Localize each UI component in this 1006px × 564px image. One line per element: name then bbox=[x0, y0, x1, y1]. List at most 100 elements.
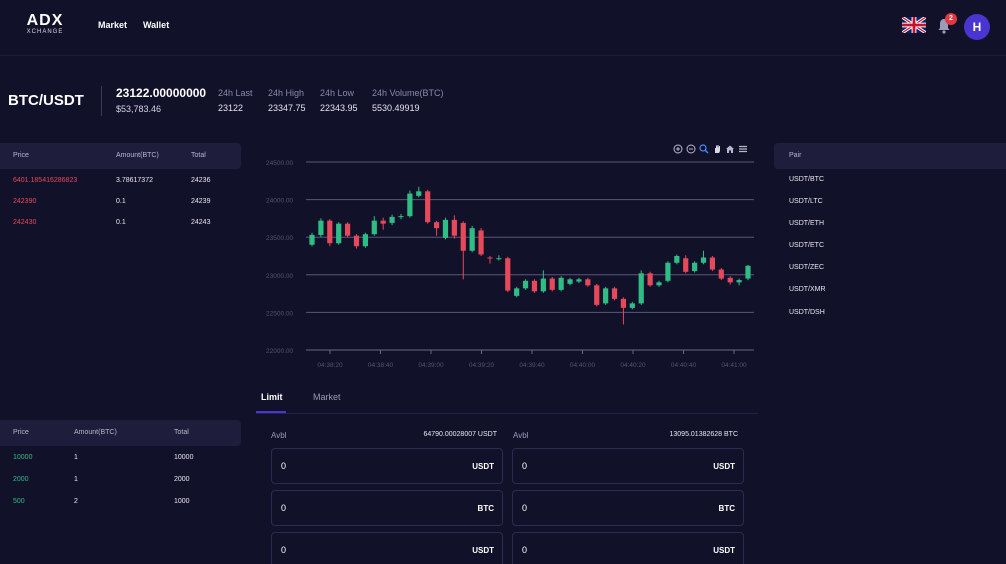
y-tick-label: 22500.00 bbox=[266, 310, 293, 317]
candle-body bbox=[336, 223, 342, 244]
candle-body bbox=[478, 230, 484, 255]
table-row[interactable]: 242390 0.1 24239 bbox=[0, 191, 241, 213]
col-price: Price bbox=[13, 152, 29, 159]
field-unit: USDT bbox=[713, 462, 735, 471]
menu-icon[interactable] bbox=[738, 144, 748, 154]
table-row[interactable]: 2000 1 2000 bbox=[0, 469, 241, 491]
candle-body bbox=[522, 280, 529, 289]
candle-body bbox=[629, 303, 635, 308]
candle-body bbox=[736, 280, 742, 283]
buy-avbl-label: Avbl bbox=[271, 431, 287, 440]
top-bar: ADX XCHANGE Market Wallet 2 H bbox=[0, 0, 1006, 56]
col-pair: Pair bbox=[789, 152, 802, 159]
row-price: 500 bbox=[13, 498, 25, 505]
x-tick-label: 04:40:40 bbox=[671, 362, 697, 369]
table-row[interactable]: 6401.185416286823 3.78617372 24236 bbox=[0, 170, 241, 192]
ticker-divider bbox=[101, 86, 102, 116]
pair-item-usdt-ltc[interactable]: USDT/LTC bbox=[789, 198, 823, 205]
stat-24h-volume: 24h Volume(BTC) 5530.49919 bbox=[372, 88, 444, 113]
candle-body bbox=[407, 193, 413, 217]
sell-avbl-label: Avbl bbox=[513, 431, 529, 440]
candle-body bbox=[700, 257, 707, 263]
buy-price-input[interactable]: 0 USDT bbox=[271, 448, 503, 484]
candle-body bbox=[620, 298, 627, 308]
candle-body bbox=[576, 279, 582, 282]
field-unit: USDT bbox=[713, 546, 735, 555]
active-tab-indicator bbox=[256, 411, 286, 413]
candle-body bbox=[442, 219, 449, 238]
uk-flag-icon[interactable] bbox=[902, 17, 926, 33]
avatar[interactable]: H bbox=[964, 14, 990, 40]
candle-body bbox=[496, 258, 502, 260]
stat-value: 5530.49919 bbox=[372, 103, 420, 113]
x-tick-label: 04:39:20 bbox=[469, 362, 495, 369]
field-value: 0 bbox=[281, 545, 287, 555]
row-total: 1000 bbox=[174, 498, 190, 505]
row-amount: 1 bbox=[74, 476, 78, 483]
row-total: 24236 bbox=[191, 177, 211, 184]
candle-body bbox=[656, 282, 662, 286]
stat-value: 23347.75 bbox=[268, 103, 306, 113]
stat-label: 24h Volume(BTC) bbox=[372, 88, 444, 98]
buy-book-header: Price Amount(BTC) Total bbox=[0, 420, 241, 446]
candle-body bbox=[380, 220, 386, 224]
notification-badge: 2 bbox=[945, 13, 957, 25]
candle-body bbox=[709, 257, 716, 270]
pair-list-header: Pair bbox=[774, 143, 1006, 169]
x-tick-label: 04:39:00 bbox=[418, 362, 444, 369]
logo[interactable]: ADX XCHANGE bbox=[22, 13, 68, 36]
zoom-in-icon[interactable] bbox=[673, 144, 683, 154]
table-row[interactable]: 10000 1 10000 bbox=[0, 447, 241, 469]
pair-item-usdt-eth[interactable]: USDT/ETH bbox=[789, 220, 824, 227]
candle-body bbox=[309, 234, 315, 245]
candle-body bbox=[718, 269, 724, 279]
row-total: 24239 bbox=[191, 198, 211, 205]
pair-item-usdt-etc[interactable]: USDT/ETC bbox=[789, 242, 824, 249]
col-amount: Amount(BTC) bbox=[116, 152, 159, 159]
pan-icon[interactable] bbox=[712, 144, 722, 154]
field-value: 0 bbox=[281, 503, 287, 513]
buy-total-input[interactable]: 0 USDT bbox=[271, 532, 503, 564]
field-unit: BTC bbox=[477, 504, 494, 513]
home-icon[interactable] bbox=[725, 144, 735, 154]
candlestick-chart[interactable]: 24500.00 24000.00 23500.00 23000.00 22500.00… bbox=[256, 140, 758, 372]
tab-market[interactable]: Market bbox=[313, 392, 341, 402]
candle-body bbox=[611, 288, 618, 299]
pair-item-usdt-zec[interactable]: USDT/ZEC bbox=[789, 264, 824, 271]
col-price: Price bbox=[13, 429, 29, 436]
last-price: 23122.00000000 bbox=[116, 86, 207, 100]
sell-total-input[interactable]: 0 USDT bbox=[512, 532, 744, 564]
candle-body bbox=[425, 191, 431, 223]
search-icon[interactable] bbox=[699, 144, 709, 154]
y-tick-label: 24000.00 bbox=[266, 198, 293, 205]
pair-item-usdt-dsh[interactable]: USDT/DSH bbox=[789, 309, 825, 316]
y-tick-label: 23500.00 bbox=[266, 235, 293, 242]
field-unit: USDT bbox=[472, 546, 494, 555]
table-row[interactable]: 242430 0.1 24243 bbox=[0, 212, 241, 234]
x-tick-label: 04:38:20 bbox=[317, 362, 343, 369]
candle-body bbox=[665, 262, 671, 281]
candle-body bbox=[318, 220, 324, 235]
sell-price-input[interactable]: 0 USDT bbox=[512, 448, 744, 484]
zoom-out-icon[interactable] bbox=[686, 144, 696, 154]
row-price: 6401.185416286823 bbox=[13, 177, 78, 184]
buy-amount-input[interactable]: 0 BTC bbox=[271, 490, 503, 526]
last-price-usd: $53,783.46 bbox=[116, 104, 162, 114]
sell-amount-input[interactable]: 0 BTC bbox=[512, 490, 744, 526]
pair-item-usdt-btc[interactable]: USDT/BTC bbox=[789, 176, 824, 183]
order-type-tabs: Limit Market bbox=[256, 388, 758, 414]
row-price: 2000 bbox=[13, 476, 29, 483]
col-total: Total bbox=[191, 152, 206, 159]
sell-avbl-value: 13095.01382628 BTC bbox=[669, 431, 739, 438]
candle-body bbox=[389, 216, 395, 223]
nav-market[interactable]: Market bbox=[98, 20, 128, 30]
candle-body bbox=[371, 220, 377, 235]
row-price: 10000 bbox=[13, 454, 33, 461]
stat-24h-high: 24h High 23347.75 bbox=[268, 88, 306, 113]
pair-item-usdt-xmr[interactable]: USDT/XMR bbox=[789, 286, 826, 293]
row-price: 242430 bbox=[13, 219, 37, 226]
tab-limit[interactable]: Limit bbox=[261, 392, 283, 402]
nav-wallet[interactable]: Wallet bbox=[143, 20, 170, 30]
table-row[interactable]: 500 2 1000 bbox=[0, 491, 241, 513]
buy-avbl-value: 64790.00028007 USDT bbox=[423, 431, 497, 438]
